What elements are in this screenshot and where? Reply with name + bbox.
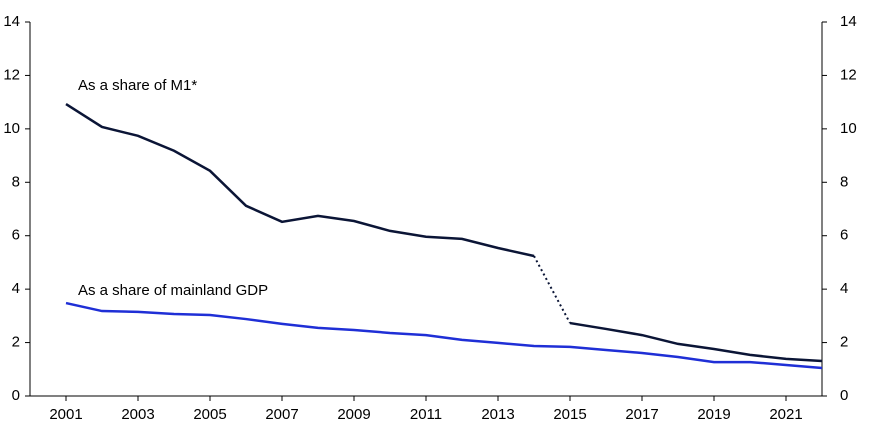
series-label: As a share of mainland GDP	[78, 282, 268, 299]
y2-tick-label: 0	[840, 387, 848, 404]
y-tick-label: 14	[3, 13, 20, 30]
y-tick-label: 10	[3, 120, 20, 137]
x-tick-label: 2019	[697, 406, 730, 423]
x-tick-label: 2001	[49, 406, 82, 423]
series-line	[65, 102, 535, 258]
y2-tick-label: 4	[840, 280, 848, 297]
y-tick-label: 12	[3, 66, 20, 83]
x-tick-label: 2007	[265, 406, 298, 423]
y-tick-label: 8	[12, 173, 20, 190]
series-label: As a share of M1*	[78, 77, 197, 94]
y-tick-label: 2	[12, 334, 20, 351]
y-tick-label: 4	[12, 280, 20, 297]
x-tick-label: 2011	[410, 406, 442, 423]
y2-tick-label: 6	[840, 227, 848, 244]
x-tick-label: 2017	[625, 406, 658, 423]
x-tick-label: 2015	[553, 406, 586, 423]
y2-tick-label: 10	[840, 120, 857, 137]
series-line	[569, 321, 823, 363]
y-tick-label: 6	[12, 227, 20, 244]
x-tick-label: 2005	[193, 406, 226, 423]
y2-tick-label: 8	[840, 173, 848, 190]
y2-tick-label: 2	[840, 334, 848, 351]
y2-tick-label: 14	[840, 13, 857, 30]
y-tick-label: 0	[12, 387, 20, 404]
x-tick-label: 2009	[337, 406, 370, 423]
series-line-dotted	[533, 255, 571, 324]
x-tick-label: 2003	[121, 406, 154, 423]
x-tick-label: 2013	[481, 406, 514, 423]
series-line	[65, 301, 823, 370]
y2-tick-label: 12	[840, 66, 857, 83]
x-tick-label: 2021	[769, 406, 802, 423]
